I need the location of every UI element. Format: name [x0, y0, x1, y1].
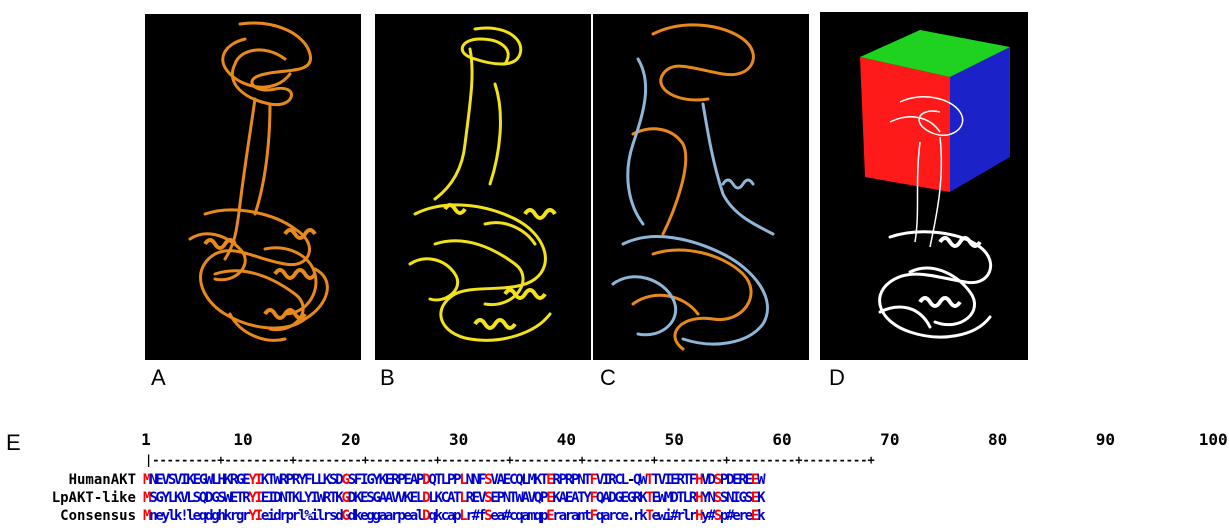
sequence-residues: MNEVSVIKEGWLHKRGEYIKTWRPRYFLLKSDGSFIGYKE… [143, 472, 766, 488]
structure-panel-d [820, 12, 1028, 360]
panel-label-b: B [380, 365, 395, 390]
ribbon-structure-a [188, 21, 329, 342]
ruler-tick: 30 [448, 430, 469, 449]
ribbon-structure-b [408, 26, 557, 342]
alignment-ruler: 1 10 20 30 40 50 60 70 80 90 100 [141, 430, 1229, 470]
alignment-row-consensus: Consensus Mneylk!leqdghkrgrYIeidrprl%ilr… [0, 508, 1229, 526]
alignment-row-lpakt-like: LpAKT-like MSGYLKVLSQDGSWETRYIEIDNTKLYIW… [0, 490, 1229, 508]
ruler-tick: 10 [233, 430, 253, 449]
structure-panel-c [593, 14, 809, 360]
ruler-tick: 1 [141, 430, 151, 449]
ruler-tick: 80 [987, 430, 1008, 449]
sequence-name: LpAKT-like [51, 490, 136, 506]
ruler-tick: 20 [341, 430, 361, 449]
alignment-row-humanakt: HumanAKT MNEVSVIKEGWLHKRGEYIKTWRPRYFLLKS… [0, 472, 1229, 490]
ruler-tick: 50 [664, 430, 684, 449]
panel-label-e: E [6, 430, 21, 455]
sequence-name: HumanAKT [68, 472, 136, 488]
alignment-ruler-line: |---------+---------+---------+---------… [145, 453, 875, 467]
ruler-tick: 100 [1198, 430, 1228, 449]
sequence-name: Consensus [60, 508, 136, 524]
ruler-tick: 90 [1095, 430, 1116, 449]
structure-panel-b [375, 14, 591, 360]
structure-panel-a [145, 14, 361, 360]
ruler-tick: 60 [772, 430, 792, 449]
ribbon-structure-d-with-cube [860, 30, 1010, 339]
ribbon-structure-c [611, 23, 775, 351]
ruler-tick: 40 [556, 430, 577, 449]
panel-label-a: A [151, 365, 166, 390]
sequence-residues: MSGYLKVLSQDGSWETRYIEIDNTKLYIWRTKGDKESGAA… [143, 490, 766, 506]
panel-label-d: D [829, 365, 845, 390]
sequence-residues: Mneylk!leqdghkrgrYIeidrprl%ilrsdGdkeggaa… [143, 508, 766, 524]
panel-label-c: C [600, 365, 616, 390]
ruler-tick: 70 [880, 430, 900, 449]
